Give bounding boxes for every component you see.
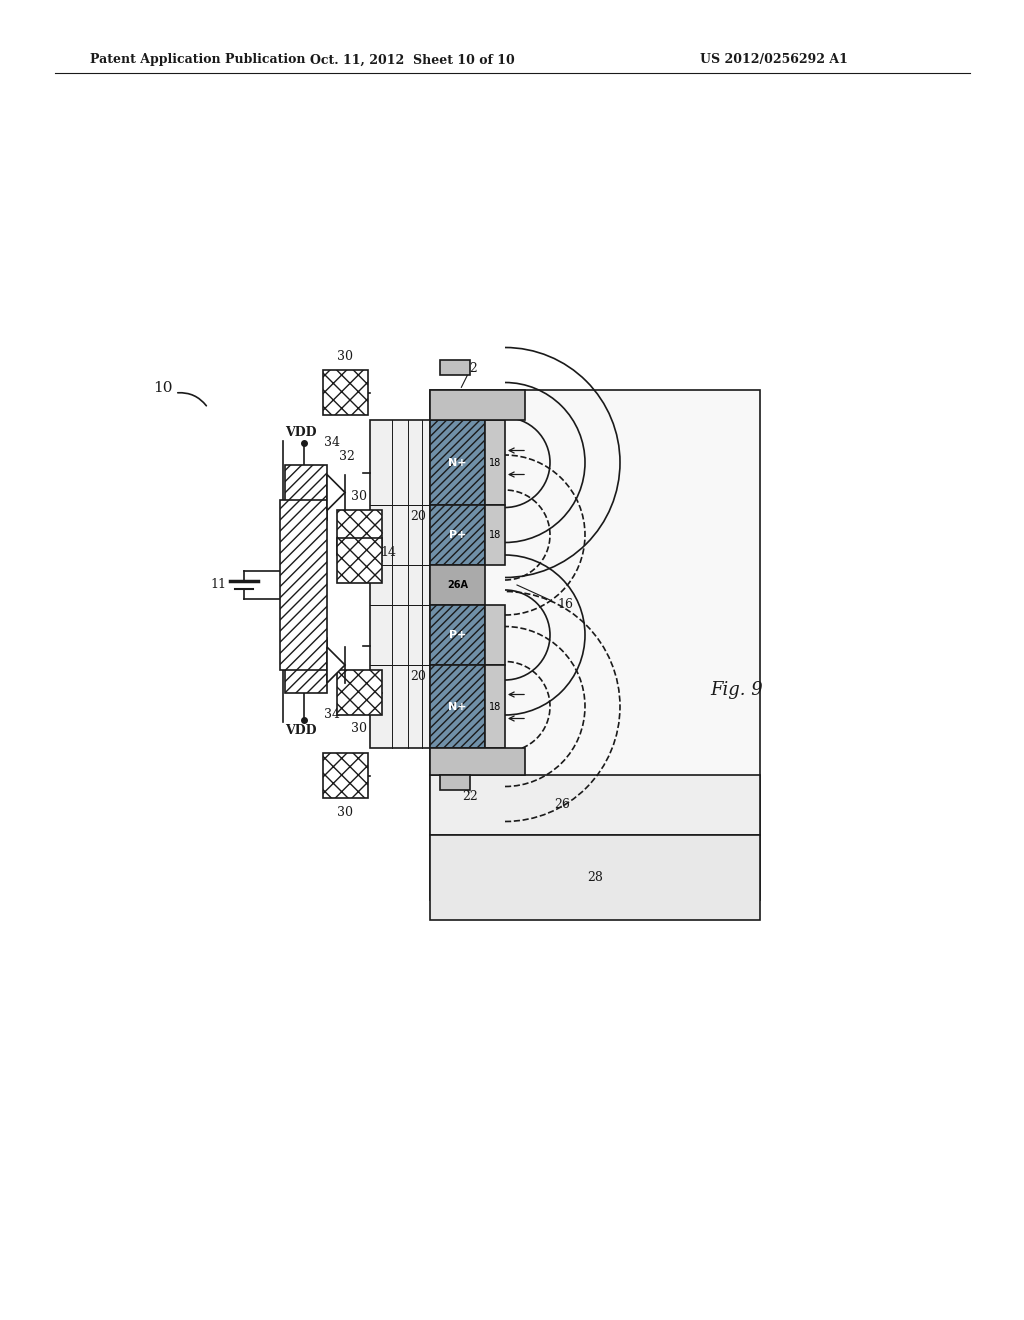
- Text: 30: 30: [351, 490, 368, 503]
- Text: 28: 28: [587, 871, 603, 884]
- Text: VDD: VDD: [286, 426, 316, 440]
- Text: P+: P+: [449, 630, 466, 640]
- Text: 22: 22: [462, 362, 478, 375]
- Text: Fig. 9: Fig. 9: [710, 681, 763, 700]
- Bar: [430, 836, 760, 920]
- Bar: [430, 389, 760, 900]
- Text: 50: 50: [367, 546, 383, 560]
- Bar: [430, 605, 485, 665]
- Bar: [430, 389, 525, 420]
- Bar: [337, 510, 382, 554]
- Bar: [430, 775, 760, 836]
- Text: 34: 34: [324, 437, 340, 450]
- Text: 18: 18: [488, 701, 501, 711]
- Bar: [337, 671, 382, 715]
- Text: 20: 20: [410, 671, 426, 684]
- Text: 32: 32: [339, 450, 355, 463]
- Polygon shape: [327, 647, 345, 682]
- Bar: [430, 420, 485, 506]
- Bar: [440, 775, 470, 789]
- Text: 18: 18: [488, 531, 501, 540]
- Bar: [430, 665, 485, 748]
- Text: 22: 22: [462, 791, 478, 804]
- Text: 14: 14: [380, 546, 396, 560]
- Bar: [323, 370, 368, 414]
- Text: 26A: 26A: [447, 579, 468, 590]
- Text: VDD: VDD: [286, 723, 316, 737]
- Text: 30: 30: [351, 722, 368, 735]
- Text: 20: 20: [410, 511, 426, 524]
- Bar: [430, 748, 525, 775]
- Bar: [337, 539, 382, 583]
- Text: 11: 11: [210, 578, 226, 591]
- Text: 30: 30: [338, 350, 353, 363]
- Text: 30: 30: [354, 671, 370, 684]
- Bar: [485, 420, 505, 506]
- Text: 30: 30: [338, 805, 353, 818]
- Bar: [370, 420, 430, 748]
- Text: 26: 26: [554, 799, 570, 812]
- Text: N+: N+: [449, 701, 467, 711]
- Text: P+: P+: [449, 531, 466, 540]
- Text: 34: 34: [324, 708, 340, 721]
- Text: 18: 18: [488, 458, 501, 467]
- Text: 32: 32: [339, 694, 355, 708]
- Bar: [440, 360, 470, 375]
- Bar: [285, 638, 327, 693]
- Text: 16: 16: [557, 598, 573, 611]
- Bar: [430, 565, 485, 605]
- Bar: [485, 506, 505, 565]
- Bar: [280, 500, 327, 671]
- Polygon shape: [327, 474, 345, 511]
- Bar: [323, 752, 368, 799]
- Bar: [285, 465, 327, 520]
- Text: N+: N+: [449, 458, 467, 467]
- Text: 10: 10: [154, 381, 173, 395]
- Bar: [430, 506, 485, 565]
- Text: Patent Application Publication: Patent Application Publication: [90, 54, 305, 66]
- Text: US 2012/0256292 A1: US 2012/0256292 A1: [700, 54, 848, 66]
- Text: Oct. 11, 2012  Sheet 10 of 10: Oct. 11, 2012 Sheet 10 of 10: [309, 54, 514, 66]
- Bar: [485, 605, 505, 665]
- Bar: [485, 665, 505, 748]
- Text: 30: 30: [354, 511, 370, 524]
- Text: 34: 34: [296, 479, 311, 492]
